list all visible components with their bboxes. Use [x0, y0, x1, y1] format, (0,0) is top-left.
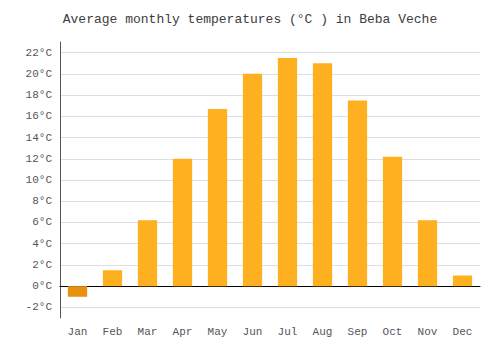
svg-text:Dec: Dec [453, 326, 473, 338]
svg-text:Mar: Mar [138, 326, 158, 338]
svg-text:Average monthly temperatures (: Average monthly temperatures (°C ) in Be… [63, 12, 437, 27]
svg-text:22°C: 22°C [26, 47, 53, 59]
svg-text:Apr: Apr [173, 326, 193, 338]
svg-text:Jan: Jan [68, 326, 88, 338]
svg-text:12°C: 12°C [26, 153, 53, 165]
svg-text:18°C: 18°C [26, 89, 53, 101]
svg-text:6°C: 6°C [32, 216, 52, 228]
svg-text:Feb: Feb [103, 326, 123, 338]
svg-text:Oct: Oct [383, 326, 403, 338]
svg-text:Jul: Jul [278, 326, 298, 338]
svg-text:Nov: Nov [418, 326, 438, 338]
svg-text:8°C: 8°C [32, 195, 52, 207]
svg-text:Sep: Sep [348, 326, 368, 338]
svg-text:10°C: 10°C [26, 174, 53, 186]
svg-text:May: May [208, 326, 228, 338]
svg-text:14°C: 14°C [26, 132, 53, 144]
svg-text:-2°C: -2°C [26, 301, 53, 313]
svg-text:Aug: Aug [313, 326, 333, 338]
svg-text:20°C: 20°C [26, 68, 53, 80]
svg-text:0°C: 0°C [32, 280, 52, 292]
svg-text:4°C: 4°C [32, 238, 52, 250]
svg-text:2°C: 2°C [32, 259, 52, 271]
svg-text:Jun: Jun [243, 326, 263, 338]
svg-text:16°C: 16°C [26, 110, 53, 122]
